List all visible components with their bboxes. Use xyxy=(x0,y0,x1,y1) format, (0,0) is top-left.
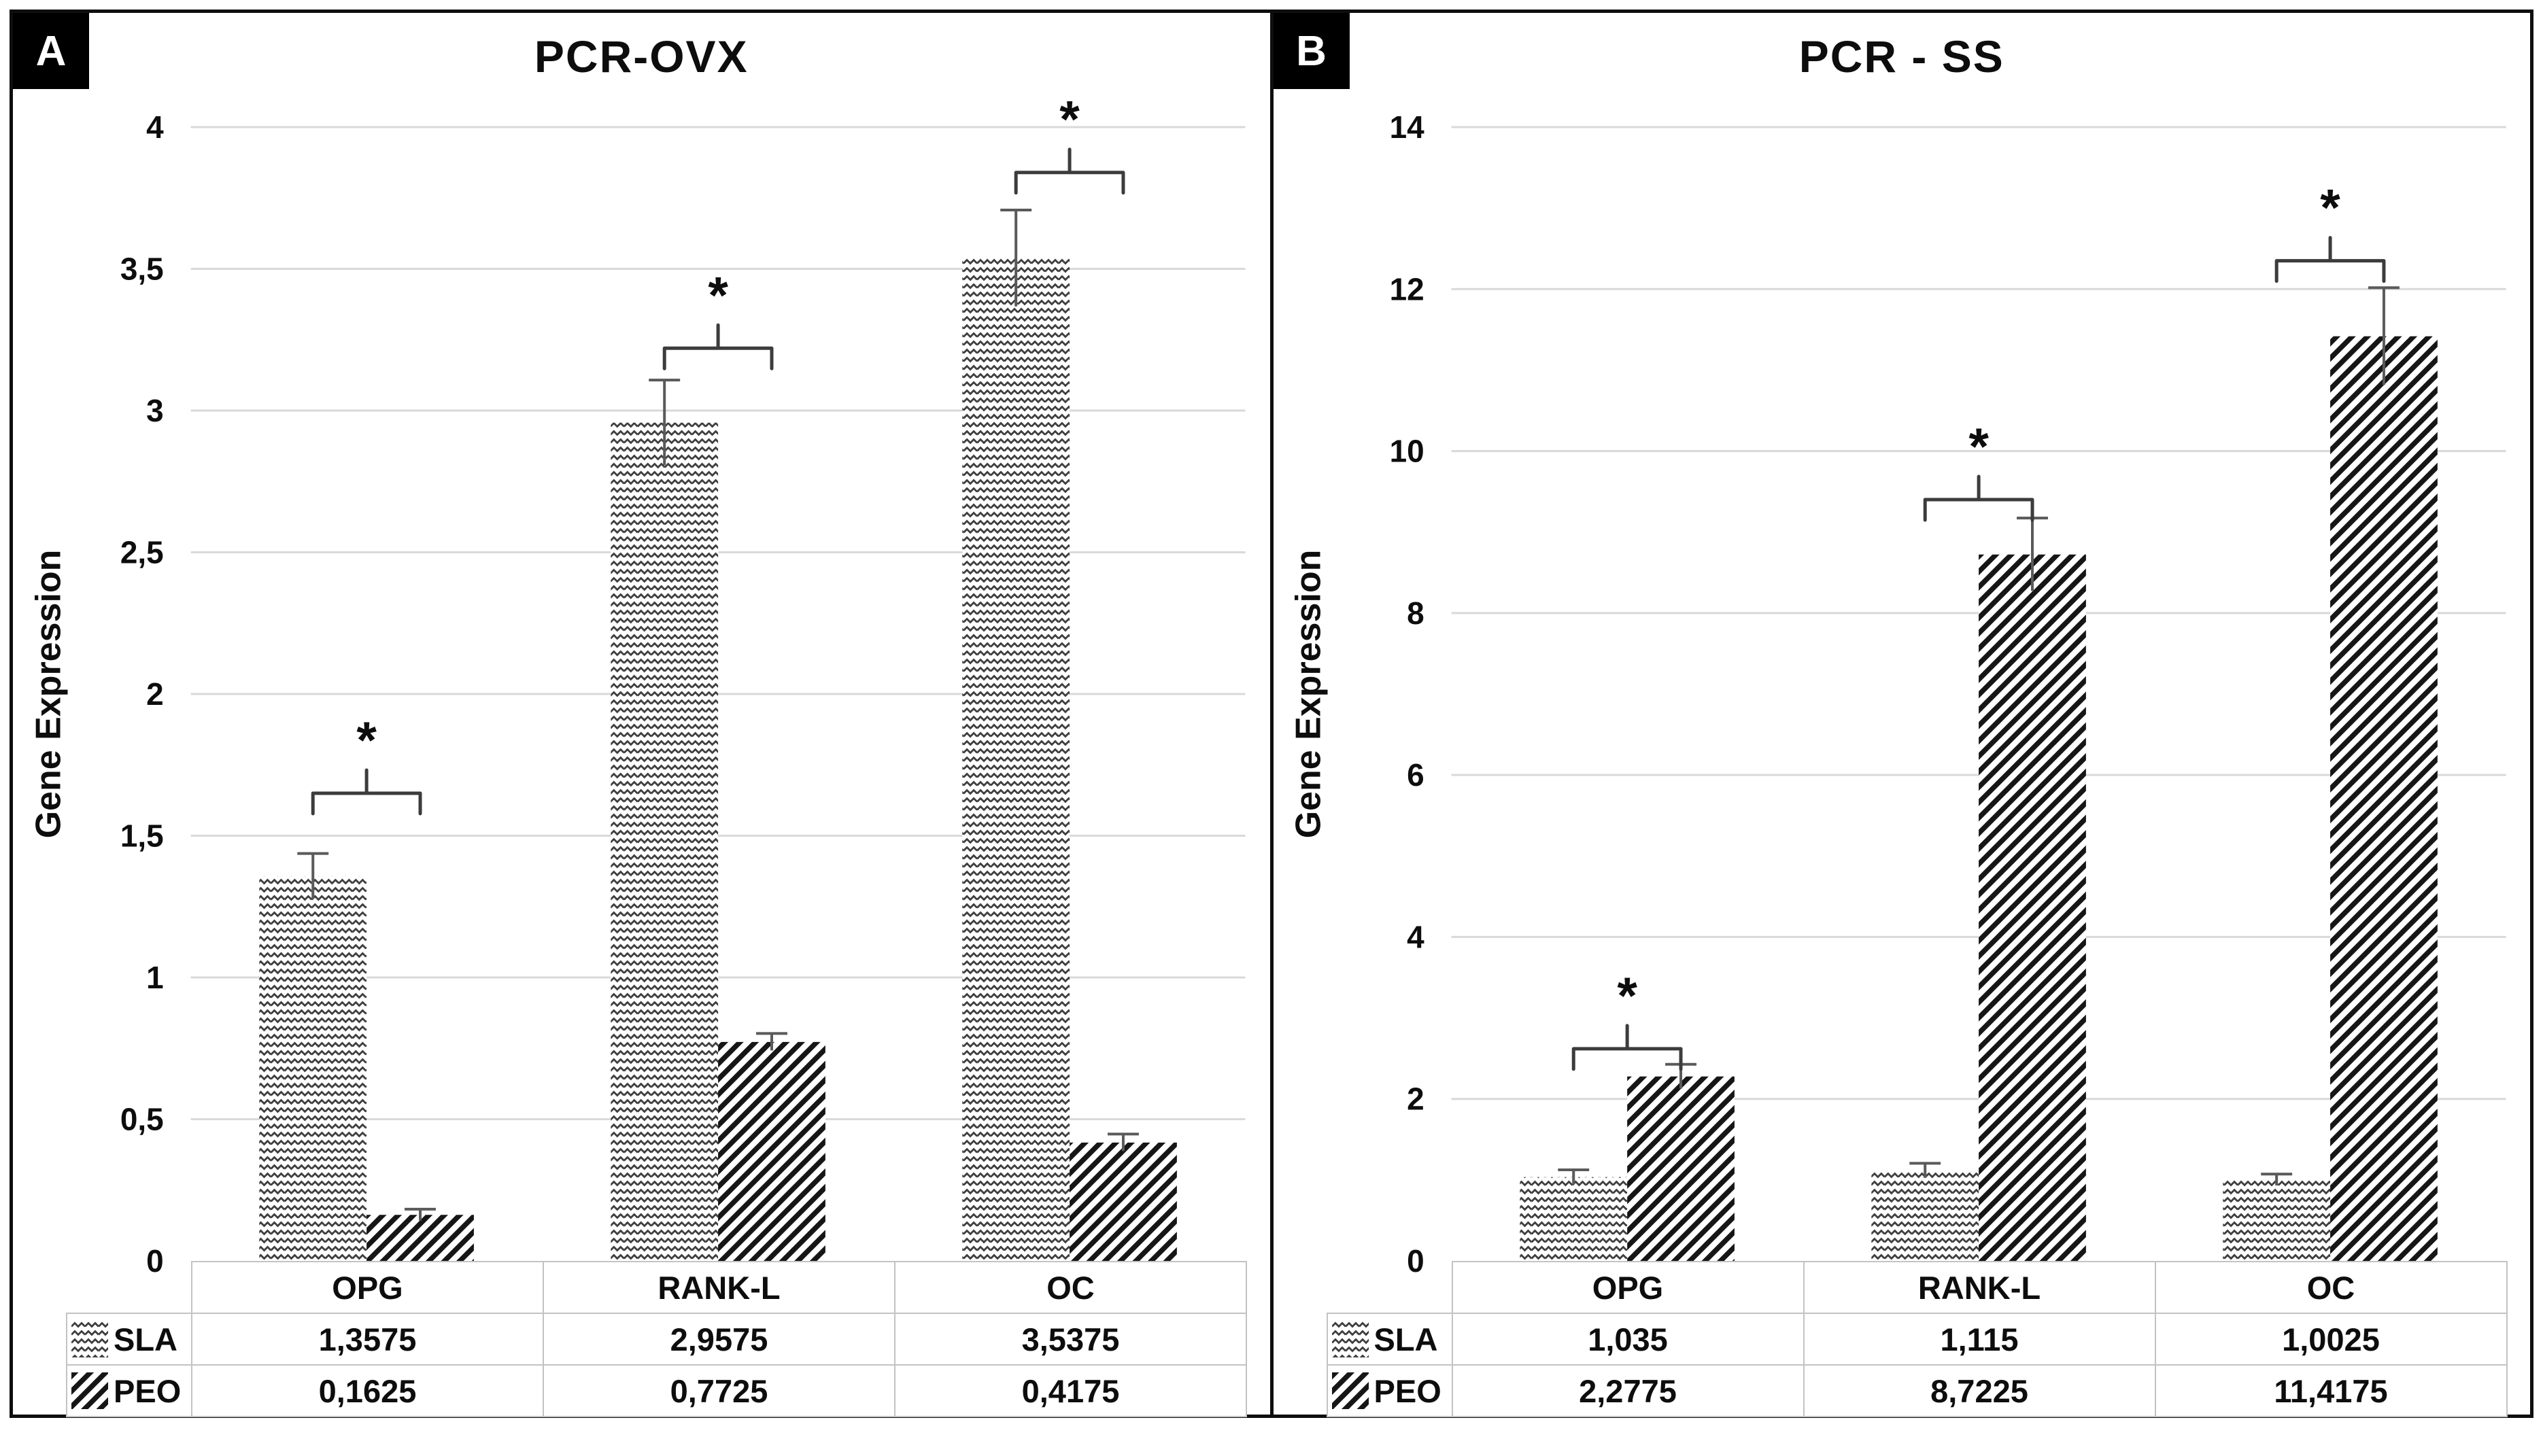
significance-asterisk: * xyxy=(1968,418,1989,476)
panel-a-bar-plot: 43,532,521,510,50*** xyxy=(120,91,1246,1279)
bar-peo-opg xyxy=(366,1215,474,1261)
y-tick-label: 3 xyxy=(146,393,164,428)
bar-peo-oc xyxy=(2329,336,2438,1262)
panel-b-title: PCR - SS xyxy=(1798,31,2004,82)
bar-sla-rank-l xyxy=(1871,1171,1979,1261)
peo-diagonal-legend-icon xyxy=(1331,1372,1369,1409)
value-cell: 2,2775 xyxy=(1451,1364,1805,1417)
panel-a-data-table: OPG RANK-L OC SLA 1,3575 2,9575 3,5375 xyxy=(66,1261,1247,1417)
value-cell: 1,035 xyxy=(1451,1313,1805,1366)
bar-peo-opg xyxy=(1626,1076,1735,1261)
category-header-opg: OPG xyxy=(191,1261,544,1314)
value-cell: 0,7725 xyxy=(543,1364,895,1417)
y-tick-label: 0,5 xyxy=(120,1101,164,1137)
significance-asterisk: * xyxy=(356,712,377,769)
category-header-rankl: RANK-L xyxy=(543,1261,895,1314)
bar-peo-rank-l xyxy=(718,1041,825,1261)
series-header-peo: PEO xyxy=(1326,1364,1453,1417)
value-cell: 11,4175 xyxy=(2154,1364,2508,1417)
value-cell: 3,5375 xyxy=(894,1313,1247,1366)
value-cell: 1,3575 xyxy=(191,1313,544,1366)
value-cell: 0,4175 xyxy=(894,1364,1247,1417)
bar-peo-rank-l xyxy=(1978,554,2086,1262)
significance-asterisk: * xyxy=(1059,91,1080,149)
table-row: PEO 0,1625 0,7725 0,4175 xyxy=(66,1364,1247,1417)
panel-a-tag: A xyxy=(13,13,89,89)
bar-sla-opg xyxy=(259,876,367,1261)
y-tick-label: 2 xyxy=(146,676,164,712)
panel-b-tag: B xyxy=(1273,13,1350,89)
y-tick-label: 1,5 xyxy=(120,818,164,853)
value-cell: 1,0025 xyxy=(2154,1313,2508,1366)
panel-a: A PCR-OVX Gene Expression 4 3,5 3 2,5 2 1,5 1 0… xyxy=(13,13,1274,1417)
y-tick-label: 2 xyxy=(1407,1081,1424,1117)
series-header-sla: SLA xyxy=(1326,1313,1453,1366)
sla-wave-legend-icon xyxy=(71,1321,108,1357)
bar-sla-opg xyxy=(1519,1177,1627,1261)
significance-bracket xyxy=(1923,474,2034,522)
panel-a-title: PCR-OVX xyxy=(534,31,749,82)
series-header-peo: PEO xyxy=(66,1364,192,1417)
y-tick-label: 12 xyxy=(1389,271,1424,307)
y-tick-label: 4 xyxy=(146,109,164,145)
y-tick-label: 14 xyxy=(1389,109,1424,145)
y-tick-label: 2,5 xyxy=(120,534,164,570)
y-tick-label: 10 xyxy=(1389,434,1424,469)
table-row: OPG RANK-L OC xyxy=(1327,1261,2508,1314)
significance-bracket xyxy=(2274,236,2385,283)
significance-bracket xyxy=(311,768,422,816)
table-row: SLA 1,035 1,115 1,0025 xyxy=(1326,1313,2508,1366)
figure-frame: A PCR-OVX Gene Expression 4 3,5 3 2,5 2 1,5 1 0… xyxy=(10,10,2533,1418)
bar-sla-oc xyxy=(962,258,1070,1261)
bar-sla-oc xyxy=(2222,1179,2330,1261)
significance-asterisk: * xyxy=(708,266,728,324)
table-row: PEO 2,2775 8,7225 11,4175 xyxy=(1326,1364,2508,1417)
y-tick-label: 4 xyxy=(1407,919,1424,954)
table-row: SLA 1,3575 2,9575 3,5375 xyxy=(66,1313,1247,1366)
category-header-rankl: RANK-L xyxy=(1803,1261,2156,1314)
significance-asterisk: * xyxy=(2320,179,2340,237)
panel-b-data-table: OPG RANK-L OC SLA 1,035 1,115 1,0025 xyxy=(1326,1261,2508,1417)
significance-bracket xyxy=(1571,1024,1683,1071)
value-cell: 1,115 xyxy=(1803,1313,2156,1366)
significance-asterisk: * xyxy=(1617,967,1637,1025)
significance-bracket xyxy=(1014,148,1125,195)
value-cell: 2,9575 xyxy=(543,1313,895,1366)
sla-wave-legend-icon xyxy=(1331,1321,1369,1357)
table-corner-cell xyxy=(67,1262,192,1314)
category-header-opg: OPG xyxy=(1451,1261,1805,1314)
value-cell: 8,7225 xyxy=(1803,1364,2156,1417)
bar-peo-oc xyxy=(1070,1142,1177,1261)
bar-sla-rank-l xyxy=(611,422,719,1262)
table-row: OPG RANK-L OC xyxy=(67,1261,1247,1314)
significance-bracket xyxy=(662,323,774,370)
panel-b: B PCR - SS Gene Expression 14 12 10 8 6 4 2 0 * *… xyxy=(1273,13,2530,1417)
y-tick-label: 3,5 xyxy=(120,251,164,286)
table-corner-cell xyxy=(1327,1262,1453,1314)
y-tick-label: 8 xyxy=(1407,595,1424,631)
y-tick-label: 1 xyxy=(146,960,164,995)
y-tick-label: 6 xyxy=(1407,757,1424,793)
series-header-sla: SLA xyxy=(66,1313,192,1366)
value-cell: 0,1625 xyxy=(191,1364,544,1417)
category-header-oc: OC xyxy=(2154,1261,2508,1314)
category-header-oc: OC xyxy=(894,1261,1247,1314)
peo-diagonal-legend-icon xyxy=(71,1372,108,1409)
